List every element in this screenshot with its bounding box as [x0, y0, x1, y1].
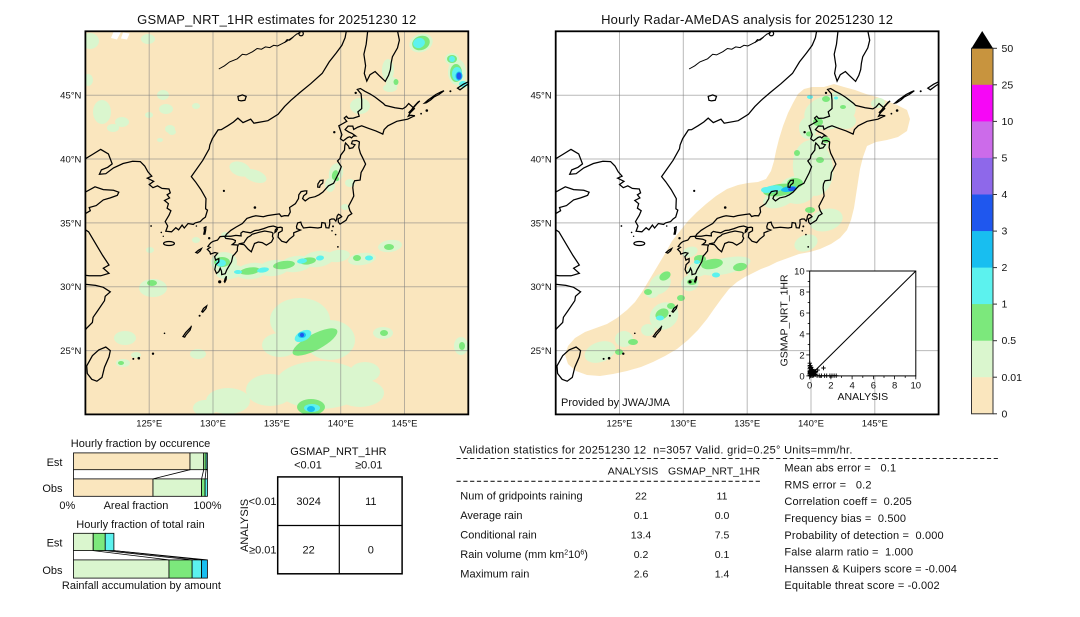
svg-text:2.6: 2.6: [634, 569, 649, 581]
svg-text:8: 8: [892, 380, 897, 391]
svg-text:3: 3: [1002, 226, 1008, 238]
svg-text:40°N: 40°N: [530, 155, 551, 166]
svg-text:Rain volume (mm km2106): Rain volume (mm km2106): [460, 549, 588, 561]
svg-text:10: 10: [1002, 116, 1014, 128]
svg-text:35°N: 35°N: [60, 218, 81, 229]
svg-text:0.1: 0.1: [715, 549, 730, 561]
svg-text:GSMAP_NRT_1HR: GSMAP_NRT_1HR: [668, 466, 760, 478]
svg-text:145°E: 145°E: [862, 418, 888, 429]
svg-text:25°N: 25°N: [530, 346, 551, 357]
svg-text:ANALYSIS: ANALYSIS: [608, 466, 659, 478]
svg-text:ANALYSIS: ANALYSIS: [838, 391, 889, 403]
svg-text:ANALYSIS: ANALYSIS: [239, 499, 251, 552]
svg-text:5: 5: [1002, 152, 1008, 164]
svg-text:130°E: 130°E: [670, 418, 696, 429]
svg-text:50: 50: [1002, 43, 1014, 55]
svg-text:8: 8: [799, 288, 804, 299]
svg-text:Obs: Obs: [42, 565, 63, 577]
svg-text:≥0.01: ≥0.01: [249, 545, 276, 557]
svg-text:Areal fraction: Areal fraction: [104, 500, 169, 512]
svg-text:1: 1: [1002, 299, 1008, 311]
svg-text:GSMAP_NRT_1HR: GSMAP_NRT_1HR: [290, 446, 386, 458]
svg-text:25: 25: [1002, 79, 1014, 91]
svg-text:Correlation coeff = 0.205: Correlation coeff = 0.205: [784, 496, 912, 508]
svg-text:140°E: 140°E: [798, 418, 824, 429]
svg-text:0%: 0%: [59, 500, 75, 512]
svg-text:2: 2: [828, 380, 833, 391]
svg-text:0.5: 0.5: [1002, 335, 1017, 347]
svg-text:22: 22: [302, 545, 314, 557]
svg-text:45°N: 45°N: [60, 91, 81, 102]
svg-text:GSMAP_NRT_1HR estimates for 20: GSMAP_NRT_1HR estimates for 20251230 12: [137, 12, 416, 27]
svg-text:<0.01: <0.01: [294, 460, 322, 472]
svg-text:2: 2: [1002, 262, 1008, 274]
svg-text:0: 0: [799, 371, 804, 382]
svg-text:Est: Est: [47, 457, 63, 469]
svg-text:145°E: 145°E: [392, 418, 418, 429]
svg-text:Provided by JWA/JMA: Provided by JWA/JMA: [561, 397, 671, 409]
svg-text:Hourly fraction of total rain: Hourly fraction of total rain: [76, 519, 204, 531]
svg-text:0.01: 0.01: [1002, 372, 1023, 384]
svg-text:100%: 100%: [193, 500, 221, 512]
svg-text:4: 4: [849, 380, 854, 391]
svg-text:6: 6: [871, 380, 876, 391]
svg-text:Average rain: Average rain: [460, 510, 522, 522]
svg-text:10: 10: [794, 267, 805, 278]
svg-text:Frequency bias = 0.500: Frequency bias = 0.500: [784, 513, 906, 525]
svg-text:25°N: 25°N: [60, 346, 81, 357]
svg-text:GSMAP_NRT_1HR: GSMAP_NRT_1HR: [779, 274, 791, 366]
svg-text:130°E: 130°E: [200, 418, 226, 429]
svg-text:Maximum rain: Maximum rain: [460, 569, 529, 581]
svg-text:0.0: 0.0: [715, 510, 730, 522]
svg-text:11: 11: [365, 496, 376, 508]
svg-text:22: 22: [635, 491, 647, 503]
svg-text:Hanssen & Kuipers score = -0.0: Hanssen & Kuipers score = -0.004: [784, 563, 957, 575]
svg-text:1.4: 1.4: [715, 569, 730, 581]
svg-text:6: 6: [799, 309, 804, 320]
svg-text:0.2: 0.2: [634, 549, 649, 561]
svg-text:0: 0: [807, 380, 812, 391]
svg-text:140°E: 140°E: [328, 418, 354, 429]
svg-text:<0.01: <0.01: [249, 496, 277, 508]
svg-text:Conditional rain: Conditional rain: [460, 530, 536, 542]
svg-text:7.5: 7.5: [715, 530, 730, 542]
svg-text:≥0.01: ≥0.01: [355, 460, 382, 472]
svg-text:False alarm ratio = 1.000: False alarm ratio = 1.000: [784, 547, 913, 559]
svg-text:125°E: 125°E: [136, 418, 162, 429]
svg-text:135°E: 135°E: [264, 418, 290, 429]
svg-text:Hourly Radar-AMeDAS analysis f: Hourly Radar-AMeDAS analysis for 2025123…: [601, 12, 893, 27]
svg-text:Equitable threat score = -0.00: Equitable threat score = -0.002: [784, 580, 939, 592]
svg-text:30°N: 30°N: [530, 282, 551, 293]
svg-text:45°N: 45°N: [530, 91, 551, 102]
svg-text:2: 2: [799, 350, 804, 361]
svg-text:0: 0: [1002, 408, 1008, 420]
svg-text:4: 4: [799, 329, 804, 340]
svg-text:Probability of detection = 0.: Probability of detection = 0.000: [784, 530, 943, 542]
svg-text:0.1: 0.1: [634, 510, 649, 522]
svg-text:30°N: 30°N: [60, 282, 81, 293]
svg-text:Rainfall accumulation by amoun: Rainfall accumulation by amount: [62, 580, 221, 592]
svg-text:4: 4: [1002, 189, 1008, 201]
svg-text:0: 0: [368, 545, 374, 557]
svg-text:Hourly fraction by occurence: Hourly fraction by occurence: [71, 438, 210, 450]
svg-text:RMS error = 0.2: RMS error = 0.2: [784, 479, 871, 491]
svg-text:125°E: 125°E: [607, 418, 633, 429]
svg-text:13.4: 13.4: [631, 530, 652, 542]
svg-text:Mean abs error = 0.1: Mean abs error = 0.1: [784, 463, 896, 475]
svg-text:135°E: 135°E: [734, 418, 760, 429]
svg-text:35°N: 35°N: [530, 218, 551, 229]
svg-text:Num of gridpoints raining: Num of gridpoints raining: [460, 491, 582, 503]
svg-text:3024: 3024: [296, 496, 320, 508]
svg-text:10: 10: [911, 380, 922, 391]
svg-text:Est: Est: [47, 538, 63, 550]
svg-text:40°N: 40°N: [60, 155, 81, 166]
svg-text:Validation statistics for 2025: Validation statistics for 20251230 12 n=…: [459, 445, 852, 457]
svg-text:Obs: Obs: [42, 483, 63, 495]
svg-text:11: 11: [717, 491, 728, 503]
